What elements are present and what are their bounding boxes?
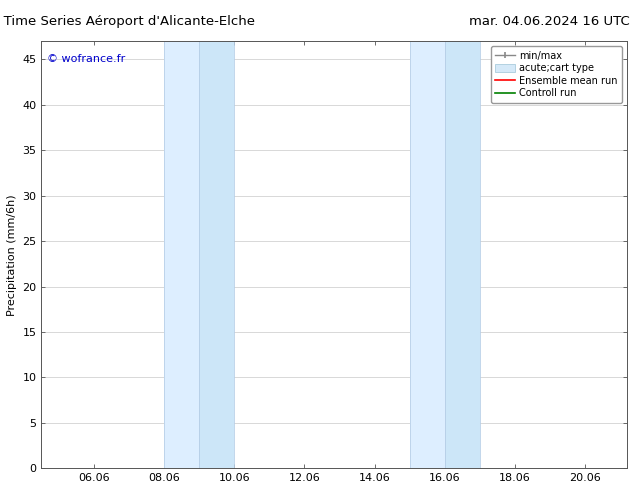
Bar — [410, 41, 444, 468]
Bar — [164, 41, 199, 468]
Bar — [199, 41, 235, 468]
Legend: min/max, acute;cart type, Ensemble mean run, Controll run: min/max, acute;cart type, Ensemble mean … — [491, 46, 622, 103]
Y-axis label: Precipitation (mm/6h): Precipitation (mm/6h) — [7, 194, 17, 316]
Bar — [444, 41, 480, 468]
Text: © wofrance.fr: © wofrance.fr — [48, 54, 126, 64]
Text: mar. 04.06.2024 16 UTC: mar. 04.06.2024 16 UTC — [469, 15, 630, 28]
Text: ENS Time Series Aéroport d'Alicante-Elche: ENS Time Series Aéroport d'Alicante-Elch… — [0, 15, 255, 28]
